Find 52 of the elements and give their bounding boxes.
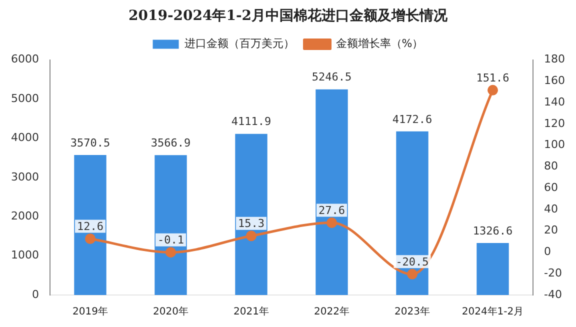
chart-title: 2019-2024年1-2月中国棉花进口金额及增长情况 — [128, 7, 449, 24]
data-label: -0.1 — [157, 234, 184, 247]
legend-label: 进口金额（百万美元） — [184, 37, 294, 50]
data-label: 12.6 — [76, 220, 104, 234]
y-tick-label: 2000 — [10, 209, 39, 222]
y2-tick-label: 0 — [544, 245, 552, 258]
data-label: 1326.6 — [472, 224, 513, 238]
point — [488, 84, 498, 96]
x-tick-label: 2023年 — [394, 306, 430, 318]
data-label: 4111.9 — [231, 115, 272, 128]
bar — [316, 89, 348, 295]
data-label: 3570.5 — [70, 136, 110, 150]
x-tick-label: 2024年1-2月 — [462, 306, 524, 318]
y2-tick-label: 40 — [544, 202, 558, 216]
data-label: 5246.5 — [312, 70, 352, 84]
y2-tick-label: 20 — [544, 224, 558, 237]
data-label: 15.3 — [238, 217, 264, 230]
y2-tick-label: 180 — [544, 52, 566, 66]
x-tick-label: 2020年 — [153, 306, 188, 318]
x-tick-label: 2022年 — [314, 306, 350, 318]
bar — [476, 243, 509, 295]
point — [326, 217, 337, 228]
y2-tick-label: -40 — [544, 288, 562, 301]
point — [165, 247, 176, 258]
legend-label: 金额增长率（%） — [336, 37, 424, 50]
x-tick-label: 2019年 — [72, 306, 108, 318]
bar — [74, 155, 106, 295]
y2-tick-label: 120 — [544, 116, 566, 130]
y-tick-label: 0 — [32, 288, 39, 301]
y-tick-label: 1000 — [10, 248, 39, 262]
bar — [396, 131, 428, 295]
y2-tick-label: -20 — [544, 266, 562, 280]
point — [246, 230, 256, 242]
bar — [154, 155, 187, 295]
point — [407, 268, 418, 280]
data-label: -20.5 — [396, 256, 429, 269]
y2-tick-label: 140 — [544, 95, 566, 108]
y-tick-label: 4000 — [10, 131, 39, 144]
y2-tick-label: 160 — [544, 74, 566, 88]
y2-tick-label: 100 — [544, 138, 566, 152]
data-label: 27.6 — [318, 204, 345, 218]
data-label: 3566.9 — [150, 136, 191, 150]
data-label: 4172.6 — [392, 112, 432, 126]
bar — [235, 134, 268, 295]
y-tick-label: 5000 — [10, 92, 39, 105]
data-label: 151.6 — [476, 72, 510, 85]
point — [84, 234, 96, 244]
x-tick-label: 2021年 — [234, 306, 269, 318]
y-tick-label: 3000 — [10, 170, 39, 184]
y-tick-label: 6000 — [10, 52, 39, 66]
y2-tick-label: 80 — [544, 160, 558, 173]
y2-tick-label: 60 — [544, 180, 558, 194]
